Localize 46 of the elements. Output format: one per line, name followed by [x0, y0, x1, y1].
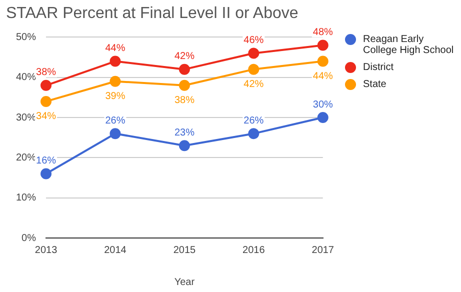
data-label: 48% — [312, 26, 333, 38]
x-tick-label: 2015 — [173, 244, 196, 256]
data-label: 26% — [244, 115, 264, 126]
point — [317, 40, 328, 51]
data-label: 26% — [105, 115, 126, 126]
x-tick-label: 2017 — [312, 244, 334, 256]
y-tick-label: 10% — [16, 192, 36, 204]
point — [248, 128, 260, 140]
point — [40, 80, 52, 91]
data-label: 38% — [36, 67, 56, 78]
data-label: 38% — [174, 95, 195, 106]
data-label: 42% — [244, 79, 264, 90]
point — [317, 56, 328, 67]
data-label: 34% — [36, 111, 56, 122]
legend-label: District — [363, 62, 394, 73]
x-tick-label: 2016 — [242, 244, 266, 256]
legend-label: Reagan Early College High School — [363, 34, 455, 56]
data-label: 44% — [105, 43, 126, 54]
data-label: 16% — [36, 155, 56, 166]
point — [40, 96, 52, 107]
point — [110, 56, 121, 67]
x-tick-label: 2014 — [104, 244, 127, 256]
data-label: 23% — [174, 127, 195, 138]
y-tick-label: 0% — [22, 232, 36, 244]
data-label: 44% — [312, 71, 333, 82]
point — [40, 168, 52, 180]
x-axis-title: Year — [174, 276, 196, 288]
y-tick-label: 20% — [16, 152, 36, 164]
data-label: 39% — [105, 91, 126, 102]
data-label: 30% — [312, 99, 333, 110]
data-label: 42% — [174, 51, 195, 62]
point — [110, 128, 121, 140]
point — [178, 140, 190, 152]
data-label: 46% — [244, 35, 264, 46]
y-tick-label: 30% — [16, 112, 36, 124]
point — [317, 112, 328, 124]
y-tick-label: 50% — [16, 32, 36, 43]
point — [248, 64, 260, 75]
point — [178, 64, 190, 75]
point — [248, 48, 260, 59]
y-tick-label: 40% — [16, 72, 36, 84]
point — [110, 76, 121, 87]
legend-label: State — [363, 79, 386, 90]
point — [178, 80, 190, 91]
x-tick-label: 2013 — [34, 244, 58, 256]
chart-title: STAAR Percent at Final Level II or Above — [6, 5, 298, 22]
